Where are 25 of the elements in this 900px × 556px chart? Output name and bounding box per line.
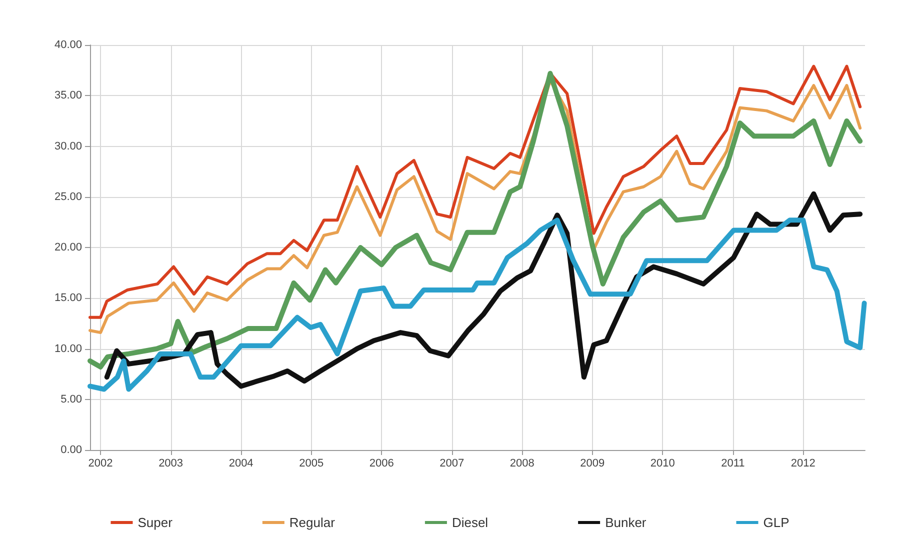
x-tick-label: 2002 bbox=[88, 458, 113, 470]
y-tick-label: 35.00 bbox=[54, 90, 82, 102]
y-tick-label: 15.00 bbox=[54, 292, 82, 304]
legend-label: Diesel bbox=[452, 515, 488, 530]
x-tick-label: 2003 bbox=[158, 458, 184, 470]
x-tick-label: 2008 bbox=[510, 458, 534, 470]
legend-label: GLP bbox=[763, 515, 790, 530]
x-tick-label: 2004 bbox=[228, 458, 254, 470]
x-tick-label: 2005 bbox=[299, 458, 324, 470]
y-tick-label: 25.00 bbox=[54, 190, 82, 203]
x-tick-label: 2010 bbox=[650, 458, 675, 470]
y-tick-label: 30.00 bbox=[54, 140, 82, 152]
y-tick-label: 0.00 bbox=[60, 444, 82, 456]
y-tick-label: 40.00 bbox=[54, 39, 82, 51]
y-tick-label: 10.00 bbox=[54, 342, 82, 355]
x-tick-label: 2009 bbox=[580, 458, 605, 470]
y-tick-label: 20.00 bbox=[54, 242, 82, 254]
legend-label: Bunker bbox=[605, 515, 647, 530]
x-tick-label: 2011 bbox=[721, 458, 745, 470]
y-tick-label: 5.00 bbox=[60, 393, 82, 406]
legend-label: Super bbox=[138, 515, 174, 530]
legend-label: Regular bbox=[289, 515, 336, 530]
x-tick-label: 2006 bbox=[369, 458, 394, 470]
x-tick-label: 2007 bbox=[440, 458, 464, 470]
x-tick-label: 2012 bbox=[790, 458, 816, 470]
